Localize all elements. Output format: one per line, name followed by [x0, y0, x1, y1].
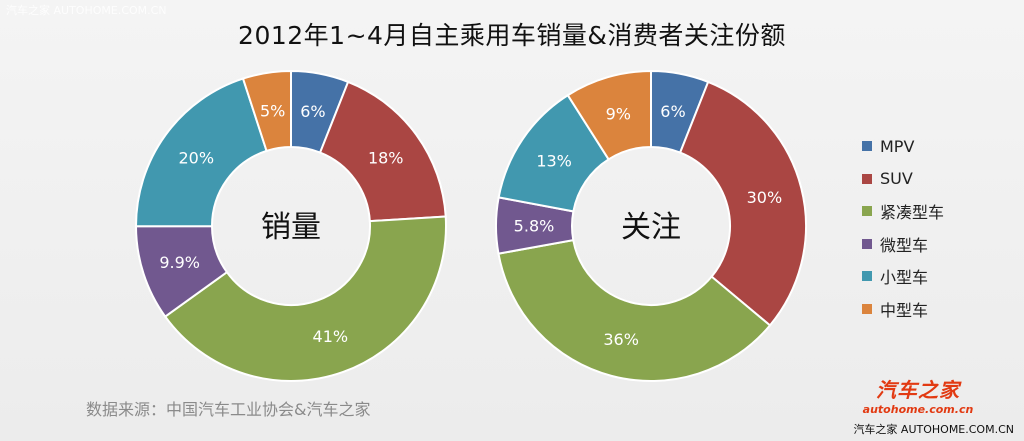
- slice-data-label: 20%: [178, 148, 214, 167]
- legend-item-compact: 紧凑型车: [862, 195, 944, 228]
- legend-item-mpv: MPV: [862, 130, 944, 163]
- slice-data-label: 6%: [300, 102, 325, 121]
- legend-label: 紧凑型车: [880, 199, 944, 223]
- slice-data-label: 9%: [606, 105, 631, 124]
- autohome-logo: 汽车之家 autohome.com.cn: [858, 374, 978, 416]
- legend-swatch: [862, 304, 872, 314]
- legend-label: MPV: [880, 137, 914, 156]
- legend-item-small: 小型车: [862, 260, 944, 293]
- legend-label: 中型车: [880, 297, 928, 321]
- legend: MPV SUV 紧凑型车 微型车 小型车 中型车: [862, 130, 944, 325]
- slice-data-label: 5.8%: [514, 217, 555, 236]
- legend-item-suv: SUV: [862, 163, 944, 196]
- legend-label: 小型车: [880, 264, 928, 288]
- bottom-watermark: 汽车之家 AUTOHOME.COM.CN: [853, 421, 1014, 437]
- slice-data-label: 30%: [747, 188, 783, 207]
- slice-data-label: 18%: [368, 148, 404, 167]
- slice-data-label: 6%: [660, 102, 685, 121]
- logo-text: 汽车之家: [858, 374, 978, 403]
- donut-center-label: 关注: [621, 210, 681, 245]
- slice-data-label: 5%: [260, 101, 285, 120]
- slice-data-label: 13%: [536, 151, 572, 170]
- legend-swatch: [862, 206, 872, 216]
- data-source: 数据来源：中国汽车工业协会&汽车之家: [86, 396, 370, 420]
- donut-center-label: 销量: [261, 210, 321, 245]
- legend-swatch: [862, 239, 872, 249]
- legend-swatch: [862, 271, 872, 281]
- legend-label: SUV: [880, 169, 913, 188]
- slice-data-label: 9.9%: [159, 253, 200, 272]
- logo-url: autohome.com.cn: [858, 403, 978, 416]
- legend-item-midsize: 中型车: [862, 293, 944, 326]
- legend-swatch: [862, 141, 872, 151]
- slice-data-label: 41%: [313, 327, 349, 346]
- legend-swatch: [862, 174, 872, 184]
- slice-data-label: 36%: [603, 330, 639, 349]
- legend-item-mini: 微型车: [862, 228, 944, 261]
- legend-label: 微型车: [880, 232, 928, 256]
